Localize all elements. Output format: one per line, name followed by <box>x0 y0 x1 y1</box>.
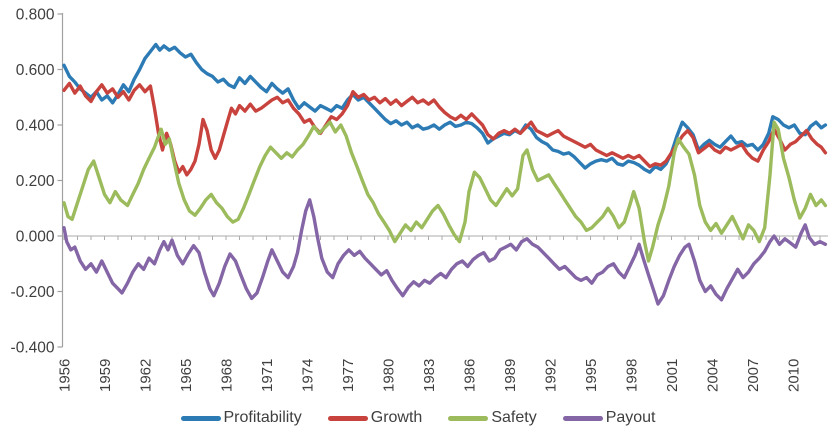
legend-line-swatch-icon <box>448 415 489 421</box>
x-tick-label: 1989 <box>502 359 519 392</box>
x-tick-label: 2010 <box>786 359 803 392</box>
legend-label: Growth <box>370 409 423 426</box>
y-tick-label: 0.600 <box>16 62 55 79</box>
legend-label: Payout <box>605 409 656 426</box>
chart-legend: Profitability Growth Safety Payout <box>0 409 836 427</box>
x-tick-label: 1995 <box>583 359 600 392</box>
x-tick-label: 1974 <box>300 359 317 392</box>
x-tick-label: 1980 <box>381 359 398 392</box>
x-tick-label: 1959 <box>97 359 114 392</box>
y-tick-label: -0.200 <box>11 284 55 301</box>
chart-svg: 0.8000.6000.4000.2000.000-0.200-0.400195… <box>11 7 828 392</box>
legend-item-growth: Growth <box>327 409 423 427</box>
x-tick-label: 1971 <box>259 359 276 392</box>
x-axis-labels: 1956 1959 1962 1965 1968 1971 1974 1977 1980 1983… <box>57 359 803 392</box>
y-axis: 0.800 0.600 0.400 0.200 0.000 -0.200 -0.400 <box>11 7 64 357</box>
series-line-profitability <box>62 42 828 174</box>
legend-item-profitability: Profitability <box>180 409 302 427</box>
legend-item-safety: Safety <box>448 409 537 427</box>
x-tick-label: 1992 <box>543 359 560 392</box>
legend-item-payout: Payout <box>562 409 656 427</box>
legend-line-swatch-icon <box>562 415 603 421</box>
legend-label: Profitability <box>223 409 302 426</box>
x-axis-zero-line <box>62 235 828 240</box>
x-tick-label: 1986 <box>462 359 479 392</box>
series-line-safety <box>62 120 828 263</box>
y-tick-label: 0.000 <box>16 229 55 246</box>
x-tick-label: 1962 <box>138 359 155 392</box>
x-tick-label: 1965 <box>178 359 195 392</box>
x-tick-label: 1983 <box>421 359 438 392</box>
x-tick-label: 2007 <box>745 359 762 392</box>
y-tick-label: 0.200 <box>16 173 55 190</box>
series-line-payout <box>62 198 828 306</box>
x-tick-label: 1998 <box>624 359 641 392</box>
series-line-growth <box>62 81 828 177</box>
legend-line-swatch-icon <box>327 415 368 421</box>
legend-label: Safety <box>491 409 537 426</box>
y-tick-label: -0.400 <box>11 340 55 357</box>
series-lines <box>62 42 828 306</box>
y-tick-label: 0.400 <box>16 118 55 135</box>
x-tick-label: 1977 <box>340 359 357 392</box>
y-tick-label: 0.800 <box>16 7 55 24</box>
x-tick-label: 1956 <box>57 359 74 392</box>
x-tick-label: 2004 <box>705 359 722 392</box>
legend-line-swatch-icon <box>180 415 221 421</box>
x-tick-label: 1968 <box>219 359 236 392</box>
x-tick-label: 2001 <box>664 359 681 392</box>
